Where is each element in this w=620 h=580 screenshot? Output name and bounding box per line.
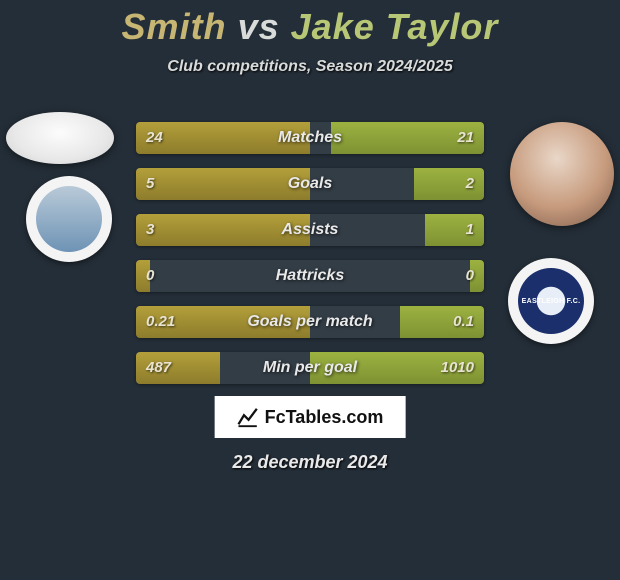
- stat-row: 52Goals: [136, 168, 484, 200]
- value-right: 21: [447, 122, 484, 154]
- player2-avatar: [510, 122, 614, 226]
- crest-label: EASTLEIGH F.C.: [522, 298, 581, 305]
- stat-row: 4871010Min per goal: [136, 352, 484, 384]
- stat-row: 31Assists: [136, 214, 484, 246]
- value-right: 1: [456, 214, 484, 246]
- player1-name: Smith: [122, 6, 227, 47]
- watermark-label: FcTables.com: [265, 407, 384, 428]
- value-left: 0: [136, 260, 164, 292]
- value-left: 3: [136, 214, 164, 246]
- value-left: 5: [136, 168, 164, 200]
- stat-row: 0 0Hattricks: [136, 260, 484, 292]
- title: Smith vs Jake Taylor: [0, 6, 620, 48]
- value-left: 0.21: [136, 306, 185, 338]
- vs-text: vs: [238, 6, 280, 47]
- subtitle: Club competitions, Season 2024/2025: [0, 58, 620, 76]
- value-right: 0.1: [443, 306, 484, 338]
- crest-icon: EASTLEIGH F.C.: [518, 268, 584, 334]
- watermark: FcTables.com: [215, 396, 406, 438]
- value-left: 24: [136, 122, 173, 154]
- stat-label: Hattricks: [136, 260, 484, 292]
- player1-crest: [26, 176, 112, 262]
- header: Smith vs Jake Taylor Club competitions, …: [0, 0, 620, 76]
- value-left: 487: [136, 352, 181, 384]
- chart-icon: [237, 406, 259, 428]
- stats-panel: 2421Matches52Goals31Assists00Hattricks0.…: [136, 122, 484, 398]
- player2-crest: EASTLEIGH F.C.: [508, 258, 594, 344]
- stat-row: 2421Matches: [136, 122, 484, 154]
- value-right: 2: [456, 168, 484, 200]
- value-right: 1010: [431, 352, 484, 384]
- value-right: 0: [456, 260, 484, 292]
- date: 22 december 2024: [0, 452, 620, 473]
- player2-name: Jake Taylor: [291, 6, 499, 47]
- player1-avatar: [6, 112, 114, 164]
- crest-icon: [36, 186, 102, 252]
- stat-row: 0.210.1Goals per match: [136, 306, 484, 338]
